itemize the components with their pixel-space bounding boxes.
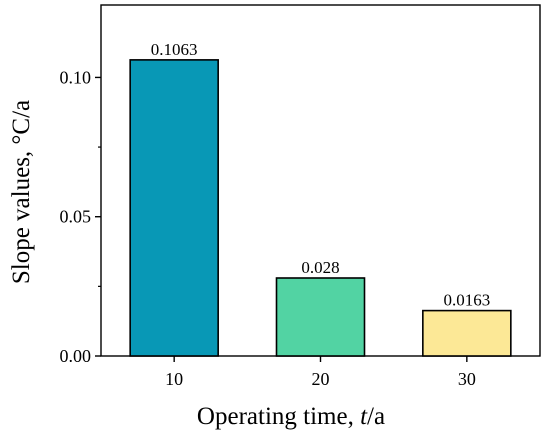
bar-30 <box>422 309 512 357</box>
y-tick-label-0.10: 0.10 <box>60 67 92 87</box>
y-axis: 0.00 0.05 0.10 <box>60 67 101 366</box>
y-tick-label-0.05: 0.05 <box>60 207 92 227</box>
data-label-10: 0.1063 <box>151 40 198 59</box>
data-label-20: 0.028 <box>301 258 339 277</box>
y-axis-title: Slope values, °C/a <box>8 100 35 284</box>
x-tick-label-10: 10 <box>165 369 183 389</box>
bars-group <box>129 59 512 357</box>
x-axis-title-variable: t <box>360 403 368 430</box>
x-axis-title-suffix: /a <box>367 403 385 430</box>
data-labels-group: 0.1063 0.028 0.0163 <box>151 40 490 310</box>
x-tick-label-20: 20 <box>312 369 330 389</box>
bar-10 <box>129 59 219 357</box>
y-tick-label-0.00: 0.00 <box>60 346 92 366</box>
x-axis-title: Operating time, t/a <box>197 403 385 430</box>
x-axis: 10 20 30 <box>165 356 476 389</box>
bar-20 <box>275 277 366 357</box>
data-label-30: 0.0163 <box>443 291 490 310</box>
x-tick-label-30: 30 <box>458 369 476 389</box>
x-axis-title-prefix: Operating time, <box>197 403 360 430</box>
